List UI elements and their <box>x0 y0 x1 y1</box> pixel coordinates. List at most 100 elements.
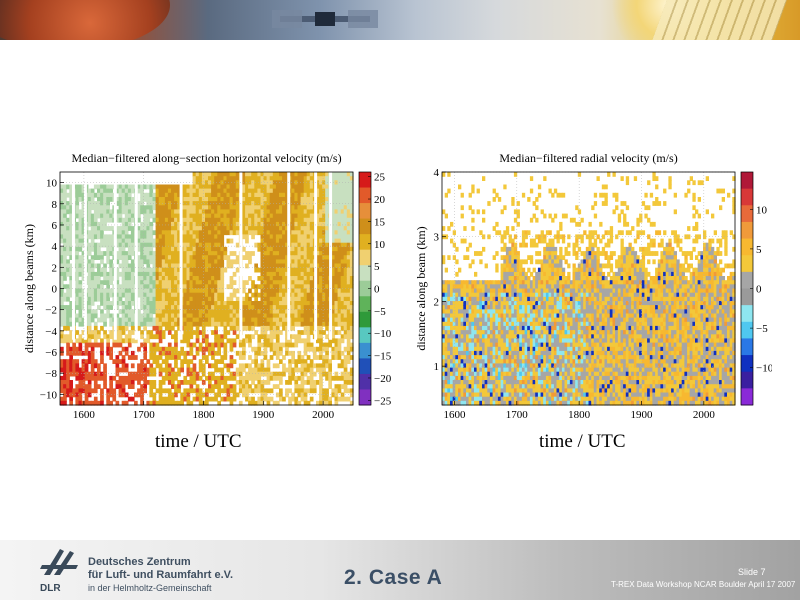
x-tick-label: 1800 <box>568 409 591 421</box>
colorbar-tick-label: −10 <box>756 363 772 375</box>
colorbar-segment <box>741 188 753 206</box>
colorbar: 25 20 15 10 5 0 −5 −10 −15 −20 −25 <box>358 171 392 407</box>
x-tick-label: 1700 <box>133 409 156 421</box>
colorbar-segment <box>359 342 371 359</box>
radial-velocity-plot: Median−filtered radial velocity (m/s) dis… <box>414 151 772 421</box>
satellite-image <box>272 10 378 28</box>
heatmap-field <box>442 172 736 406</box>
colorbar-segment <box>359 389 371 406</box>
x-tick-label: 1900 <box>252 409 275 421</box>
slide-number: Slide 7 <box>738 567 766 577</box>
y-tick-label: 0 <box>52 284 58 296</box>
colorbar-segment <box>741 238 753 256</box>
colorbar-segment <box>741 172 753 190</box>
y-tick-label: 8 <box>52 199 58 211</box>
y-tick-label: −2 <box>45 305 57 317</box>
x-tick-label: 1600 <box>73 409 96 421</box>
colorbar-tick-label: 10 <box>756 204 768 216</box>
workshop-info: T-REX Data Workshop NCAR Boulder April 1… <box>611 580 796 589</box>
colorbar-segment <box>359 358 371 375</box>
colorbar-segment <box>741 355 753 373</box>
colorbar-segment <box>741 305 753 323</box>
colorbar-tick-label: −25 <box>374 395 392 407</box>
data-gap <box>83 172 87 340</box>
data-gap <box>71 172 75 340</box>
colorbar-segment <box>741 288 753 306</box>
plot-frame <box>441 171 736 406</box>
org-line-2: für Luft- und Raumfahrt e.V. <box>88 569 234 581</box>
colorbar-segment <box>359 218 371 235</box>
solar-panel-image <box>650 0 790 40</box>
y-tick-label: −6 <box>45 347 57 359</box>
colorbar-tick-label: 25 <box>374 172 386 184</box>
colorbar-segment <box>359 172 371 189</box>
colorbar-segment <box>741 371 753 389</box>
colorbar-segment <box>359 265 371 282</box>
colorbar-segment <box>359 234 371 251</box>
data-gap <box>314 172 318 340</box>
colorbar-tick-label: 5 <box>374 261 380 273</box>
org-line-1: Deutsches Zentrum <box>88 556 191 568</box>
dlr-logo-icon <box>40 549 78 575</box>
colorbar-segment <box>359 280 371 297</box>
y-tick-label: 4 <box>434 167 440 179</box>
data-gap <box>179 172 183 340</box>
x-tick-label: 1600 <box>443 409 466 421</box>
data-gap <box>287 172 291 340</box>
dlr-logo-text: DLR <box>40 583 61 594</box>
colorbar-tick-label: −5 <box>756 323 768 335</box>
colorbar-segment <box>741 271 753 289</box>
data-gap <box>113 172 117 340</box>
colorbar-segment <box>359 203 371 220</box>
y-tick-label: 10 <box>46 178 58 190</box>
colorbar-tick-label: 5 <box>756 244 762 256</box>
colorbar-segment <box>741 255 753 273</box>
horizontal-velocity-chart: Median−filtered along−section horizontal… <box>20 148 400 428</box>
colorbar-tick-label: 0 <box>374 284 380 296</box>
org-line-3: in der Helmholtz-Gemeinschaft <box>88 583 212 593</box>
colorbar-segment <box>741 338 753 356</box>
chart1-title: Median−filtered along−section horizontal… <box>71 151 341 165</box>
y-tick-label: 2 <box>434 296 440 308</box>
y-tick-label: 1 <box>434 361 440 373</box>
colorbar-tick-label: −15 <box>374 351 392 363</box>
data-gap <box>239 172 243 340</box>
x-tick-label: 1900 <box>630 409 653 421</box>
chart2-xlabel: time / UTC <box>539 431 626 452</box>
slide-title: 2. Case A <box>344 566 443 589</box>
y-tick-label: −4 <box>45 326 57 338</box>
chart2-title: Median−filtered radial velocity (m/s) <box>499 151 677 165</box>
header-banner <box>0 0 800 40</box>
x-tick-label: 2000 <box>693 409 716 421</box>
colorbar-segment <box>741 388 753 406</box>
colorbar-segment <box>359 187 371 204</box>
chart1-xlabel: time / UTC <box>155 431 242 452</box>
x-tick-label: 1700 <box>506 409 529 421</box>
x-tick-label: 2000 <box>312 409 335 421</box>
radial-velocity-chart: Median−filtered radial velocity (m/s) dis… <box>412 148 772 428</box>
horizontal-velocity-plot: Median−filtered along−section horizontal… <box>22 151 392 421</box>
data-gap <box>329 172 333 340</box>
colorbar-segment <box>359 373 371 390</box>
y-tick-label: 2 <box>52 262 58 274</box>
y-tick-label: 6 <box>52 220 58 232</box>
chart2-ylabel: distance along beam (km) <box>414 226 428 350</box>
colorbar-tick-label: 15 <box>374 216 386 228</box>
colorbar-segment <box>741 221 753 240</box>
colorbar-segment <box>359 296 371 313</box>
colorbar-tick-label: 0 <box>756 284 762 296</box>
y-tick-label: −8 <box>45 368 57 380</box>
colorbar-segment <box>359 311 371 328</box>
y-tick-label: 4 <box>52 241 58 253</box>
chart1-ylabel: distance along beams (km) <box>22 224 36 353</box>
colorbar-segment <box>359 249 371 266</box>
y-tick-label: −10 <box>40 389 58 401</box>
planet-image <box>0 0 170 40</box>
colorbar-tick-label: −10 <box>374 328 392 340</box>
colorbar-segment <box>741 321 753 339</box>
colorbar-tick-label: 10 <box>374 239 386 251</box>
colorbar-segment <box>359 327 371 344</box>
colorbar-tick-label: 20 <box>374 194 386 206</box>
y-tick-label: 3 <box>434 232 440 244</box>
x-tick-label: 1800 <box>193 409 216 421</box>
